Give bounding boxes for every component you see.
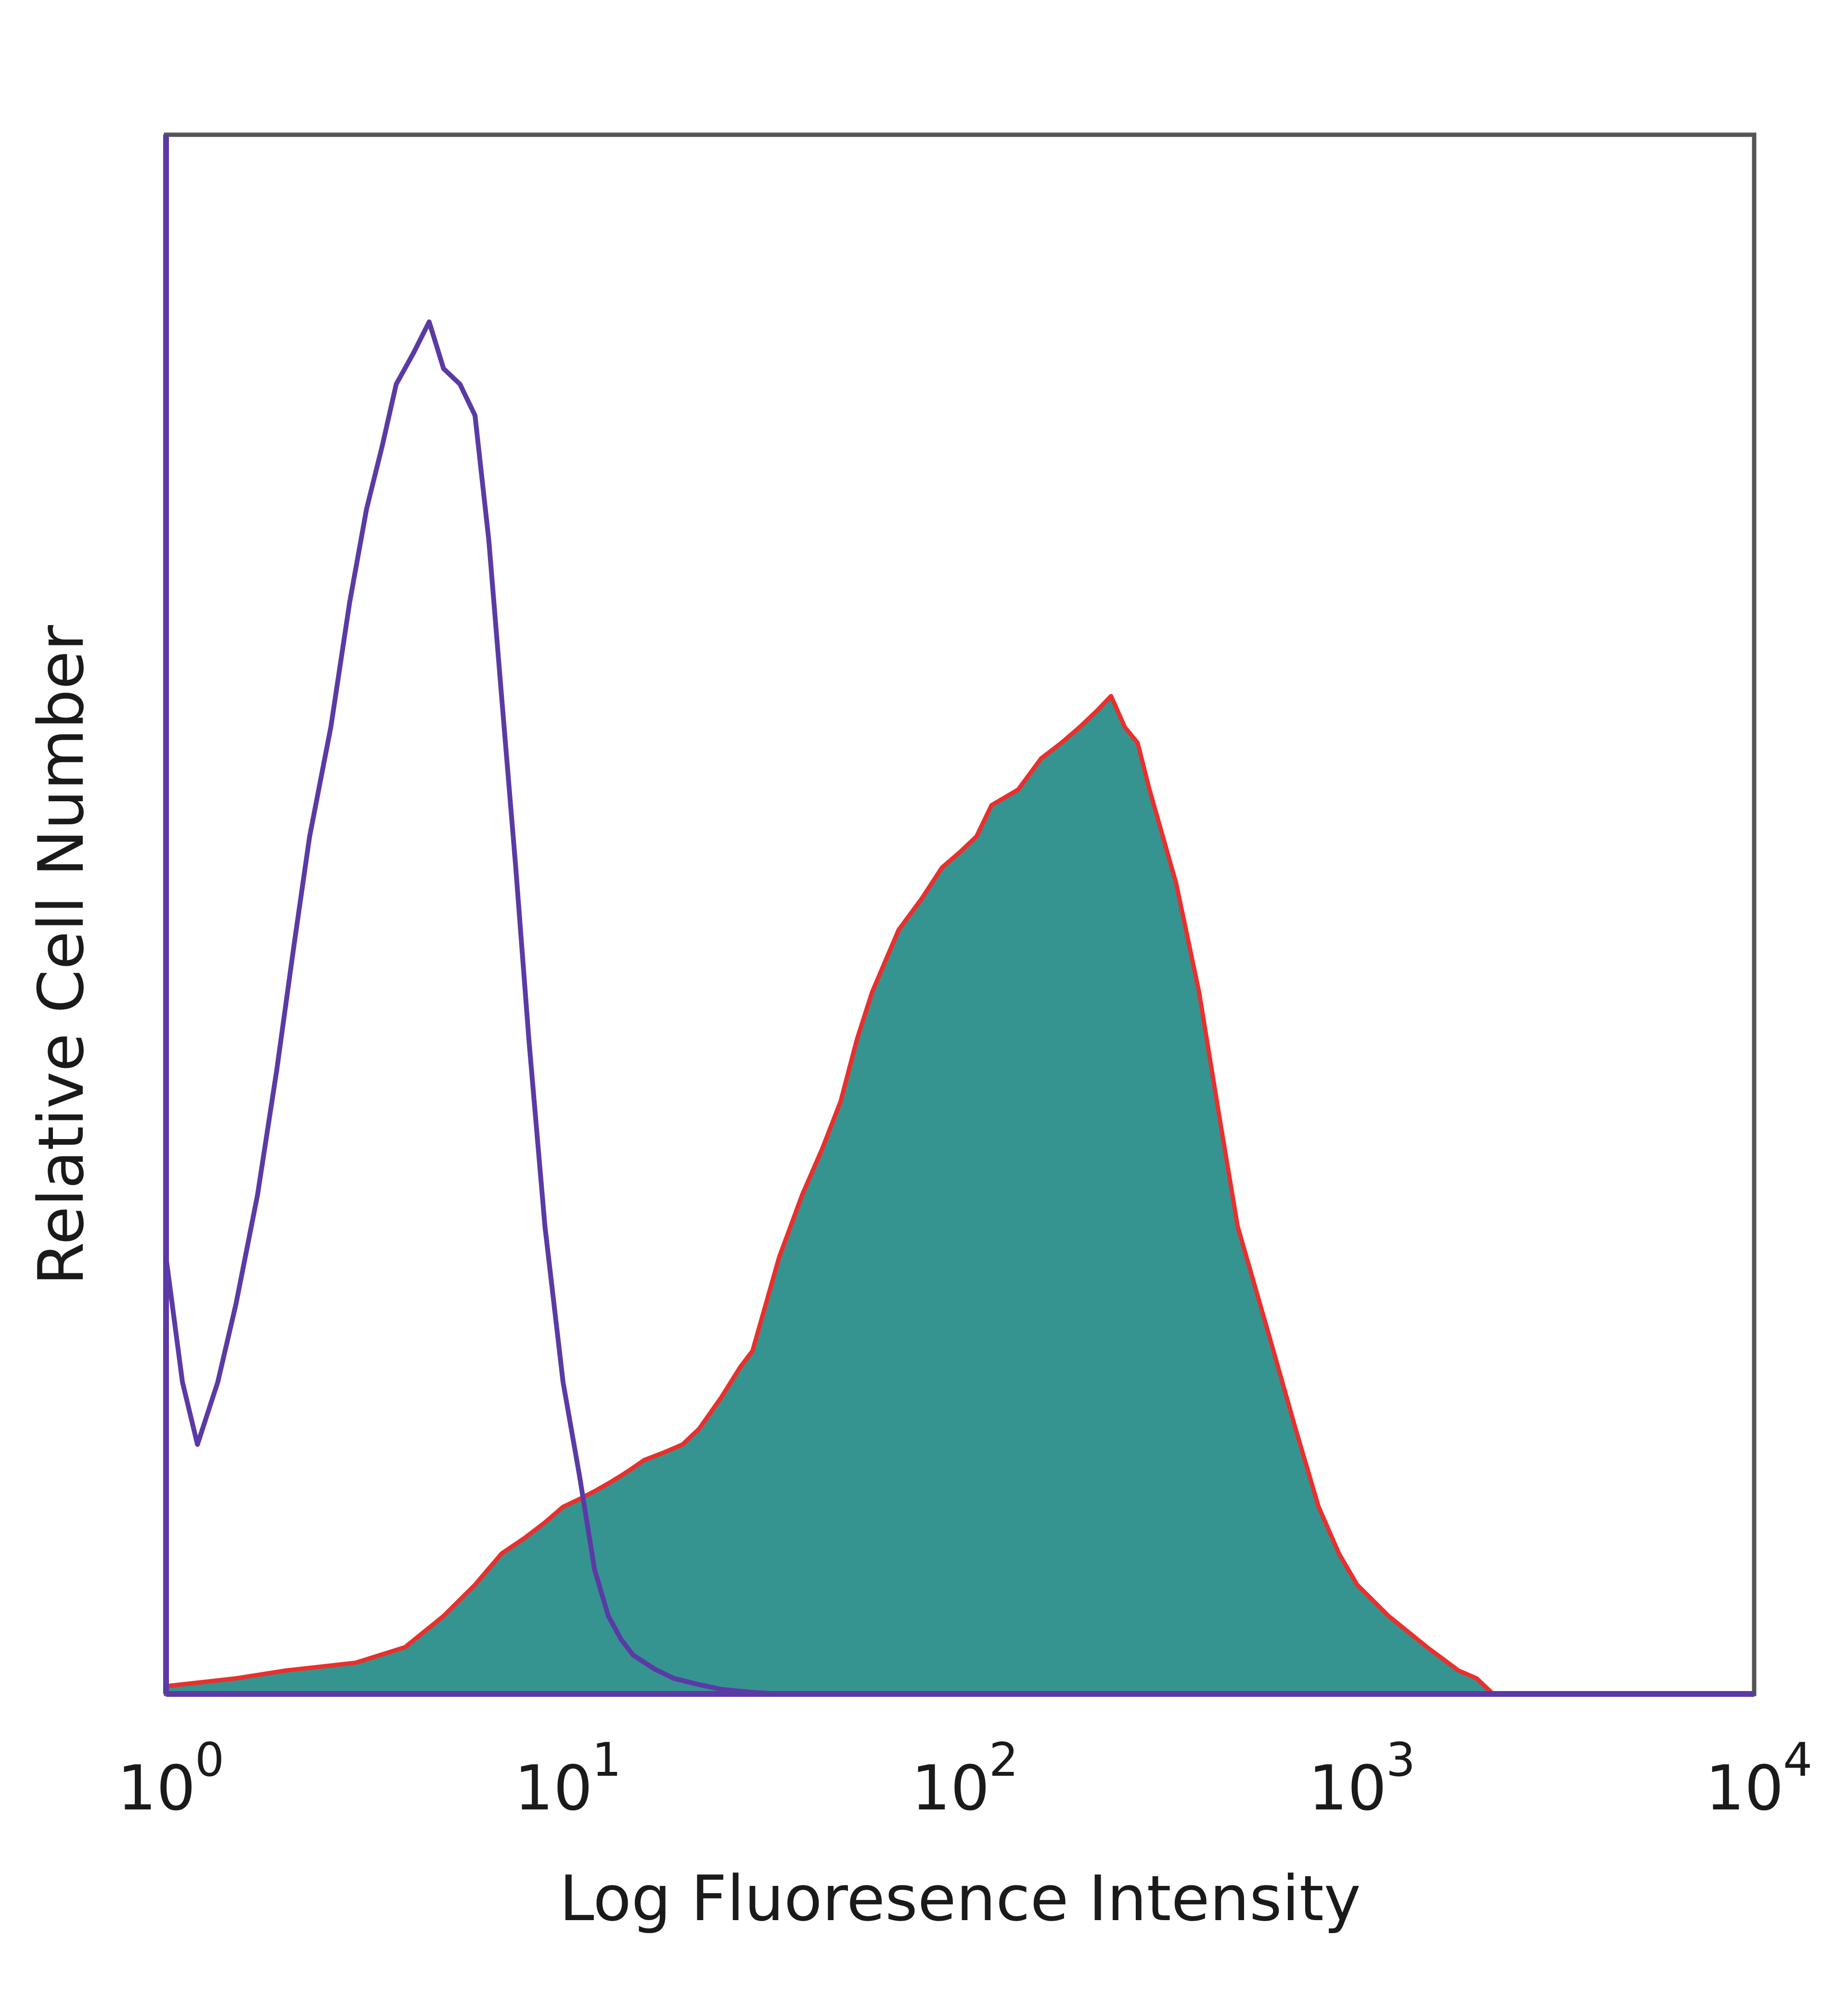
series-0-line xyxy=(164,319,780,1696)
x-tick-label-base: 10 xyxy=(1706,1753,1784,1824)
series-1-edge xyxy=(166,693,1495,1696)
x-tick-label-base: 10 xyxy=(117,1753,196,1824)
x-tick-labels: 100 101 102 103 104 xyxy=(117,1733,1813,1824)
x-tick-label-exponent: 0 xyxy=(195,1733,224,1787)
x-tick-label-base: 10 xyxy=(911,1753,990,1824)
x-axis-label: Log Fluoresence Intensity xyxy=(559,1862,1361,1935)
x-tick-label-exponent: 1 xyxy=(592,1733,621,1787)
x-tick-label-exponent: 3 xyxy=(1386,1733,1415,1787)
series-layer xyxy=(163,135,1754,1697)
y-axis-label: Relative Cell Number xyxy=(25,625,98,1285)
x-tick-label-base: 10 xyxy=(514,1753,593,1824)
x-tick-label-exponent: 2 xyxy=(989,1733,1018,1787)
series-1-fill xyxy=(166,696,1493,1694)
x-tick-label-base: 10 xyxy=(1309,1753,1387,1824)
x-tick-label-exponent: 4 xyxy=(1783,1733,1812,1787)
